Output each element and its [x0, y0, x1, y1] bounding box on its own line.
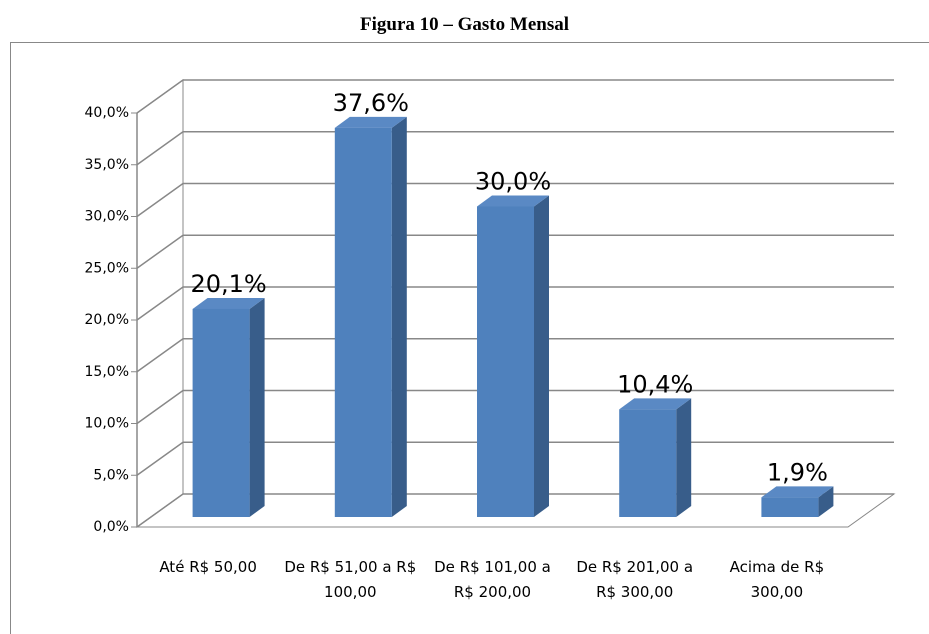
y-tick-label: 25,0% [85, 260, 129, 276]
y-tick-label: 10,0% [85, 416, 129, 432]
bar-side [391, 116, 407, 517]
y-tick-label: 15,0% [85, 364, 129, 380]
bar-top [761, 486, 834, 498]
y-tick-label: 35,0% [85, 157, 129, 173]
x-tick-label: Até R$ 50,00 [159, 558, 257, 576]
y-tick-label: 40,0% [85, 105, 129, 121]
bar-top [619, 398, 692, 410]
bar [477, 206, 534, 517]
bar [761, 497, 819, 517]
value-label: 20,1% [190, 270, 266, 298]
bar [619, 409, 677, 517]
y-tick-label: 20,0% [85, 312, 129, 328]
value-label: 30,0% [475, 168, 551, 196]
grid-line [136, 234, 894, 269]
bar-top [192, 297, 265, 309]
value-label: 37,6% [333, 89, 409, 117]
y-tick-label: 0,0% [93, 519, 129, 535]
bar [192, 308, 250, 517]
grid-line [136, 182, 894, 218]
bar-side [534, 195, 549, 517]
bar-side [676, 398, 692, 517]
grid-line [136, 79, 894, 114]
value-label: 1,9% [767, 458, 828, 486]
x-tick-label: De R$ 201,00 a R$ 300,00 [576, 558, 694, 601]
chart-frame [10, 42, 929, 634]
bar-top [477, 195, 549, 207]
grid-line [136, 131, 894, 166]
bar [334, 127, 392, 517]
grid-line [136, 389, 894, 425]
x-tick-label: De R$ 51,00 a R$ 100,00 [284, 558, 417, 601]
y-tick-label: 5,0% [93, 467, 129, 483]
x-tick-label: Acima de R$ 300,00 [729, 558, 825, 601]
bar-top [334, 116, 407, 128]
bar-side [249, 297, 265, 517]
x-tick-label: De R$ 101,00 a R$ 200,00 [434, 558, 551, 601]
y-tick-label: 30,0% [85, 209, 129, 225]
chart-title: Figura 10 – Gasto Mensal [360, 14, 569, 35]
grid-line [136, 338, 894, 373]
bar-side [818, 486, 834, 517]
grid-line [136, 286, 894, 321]
value-label: 10,4% [617, 370, 693, 398]
